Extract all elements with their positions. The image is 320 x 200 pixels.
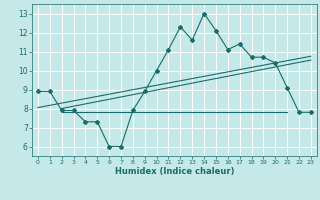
X-axis label: Humidex (Indice chaleur): Humidex (Indice chaleur) [115, 167, 234, 176]
